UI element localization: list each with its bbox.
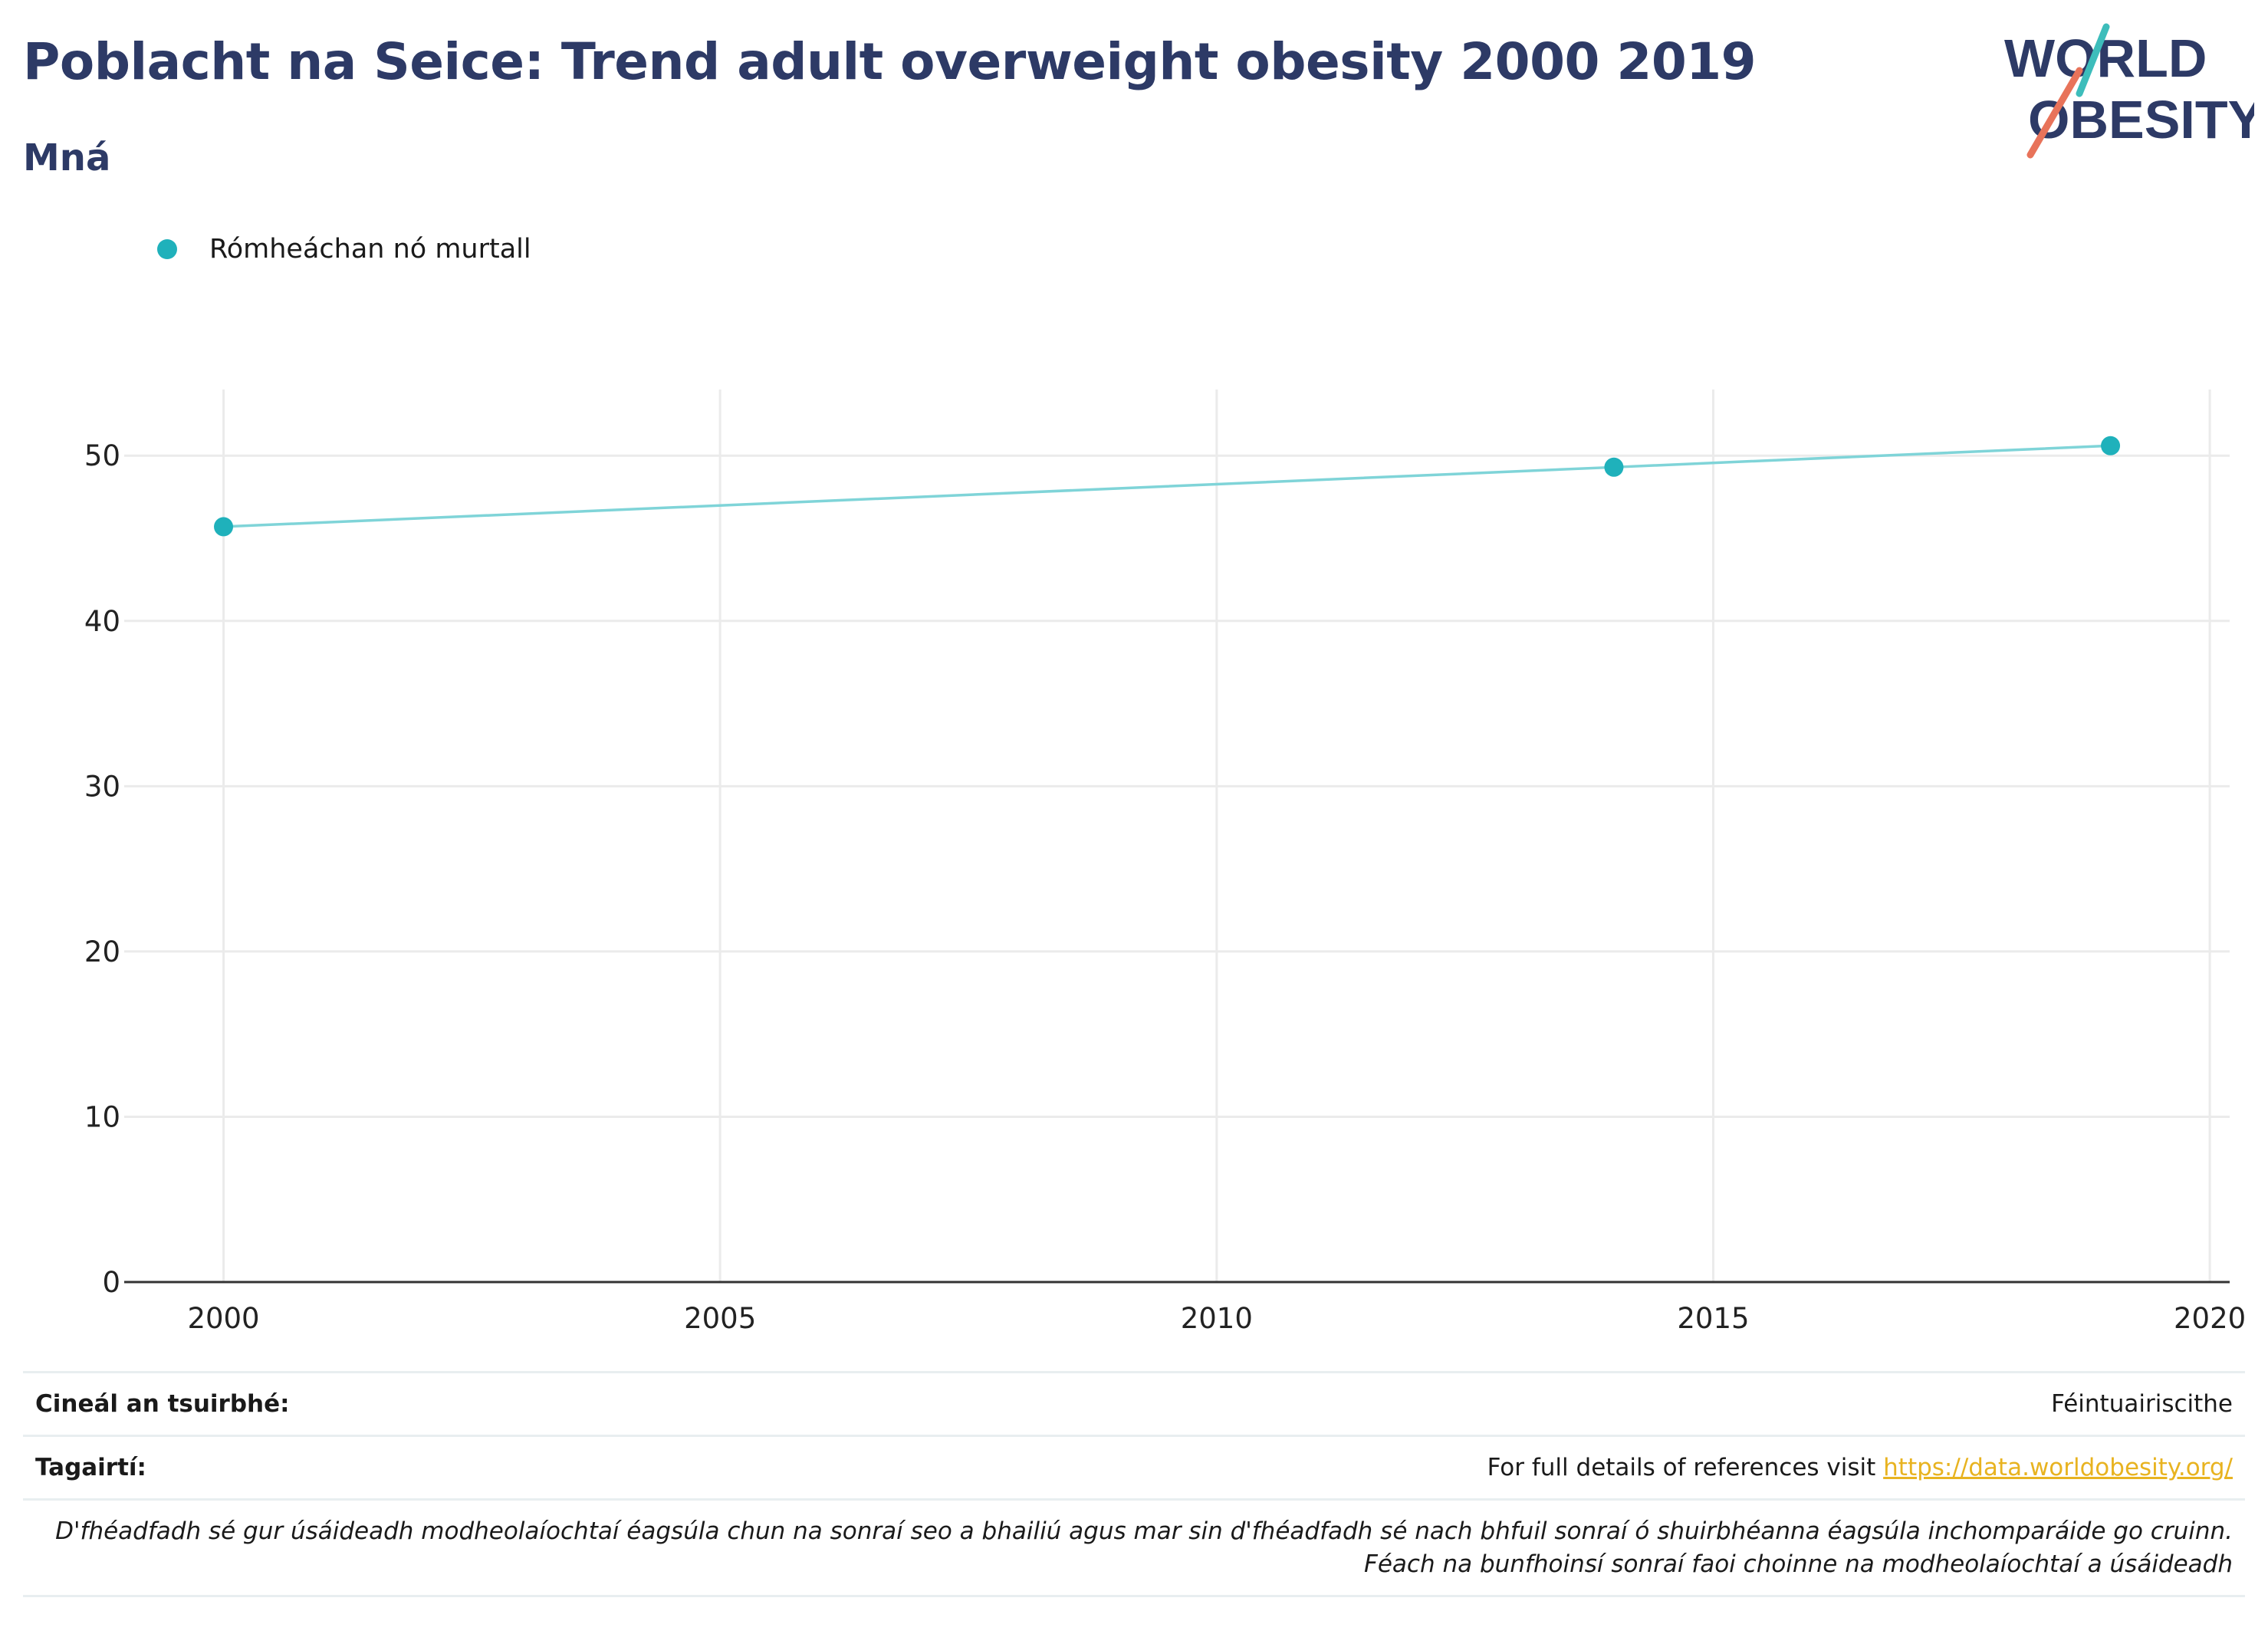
y-tick-label: 50 — [84, 439, 120, 472]
methodology-note-line2: Féach na bunfhoinsí sonraí faoi choinne … — [1364, 1550, 2233, 1578]
legend-marker — [157, 239, 177, 259]
chart-subtitle: Mná — [23, 136, 111, 179]
x-tick-label: 2020 — [2174, 1302, 2246, 1335]
references-link[interactable]: https://data.worldobesity.org/ — [1883, 1454, 2233, 1481]
x-tick-label: 2010 — [1181, 1302, 1253, 1335]
references-row: Tagairtí: For full details of references… — [23, 1435, 2245, 1498]
legend-label: Rómheáchan nó murtall — [209, 234, 531, 265]
logo-line1: WORLD — [2004, 28, 2207, 88]
survey-type-label: Cineál an tsuirbhé: — [35, 1390, 290, 1418]
world-obesity-logo: WORLD OBESITY — [2004, 23, 2254, 159]
y-tick-label: 40 — [84, 605, 120, 638]
footer-table: Cineál an tsuirbhé: Féintuairiscithe Tag… — [23, 1371, 2245, 1597]
chart-title: Poblacht na Seice: Trend adult overweigh… — [23, 32, 1757, 91]
legend: Rómheáchan nó murtall — [157, 230, 531, 268]
y-tick-label: 30 — [84, 770, 120, 803]
series-line — [223, 444, 2111, 528]
references-text: For full details of references visit — [1487, 1454, 1884, 1481]
y-tick-label: 20 — [84, 935, 120, 968]
logo-accent-coral — [2026, 67, 2083, 159]
y-tick-label: 10 — [84, 1100, 120, 1133]
line-chart: 0 10 20 30 40 50 2000 2005 2010 2015 2020 — [84, 390, 2246, 1335]
data-point — [2101, 436, 2121, 455]
references-label: Tagairtí: — [35, 1454, 146, 1481]
survey-type-value: Féintuairiscithe — [2051, 1390, 2233, 1418]
data-point — [1604, 457, 1624, 477]
x-tick-label: 2015 — [1677, 1302, 1749, 1335]
logo-accent-teal — [2076, 23, 2110, 97]
references-value: For full details of references visit htt… — [1487, 1454, 2233, 1481]
x-tick-label: 2000 — [187, 1302, 259, 1335]
y-tick-label: 0 — [102, 1266, 120, 1299]
methodology-note-line1: D'fhéadfadh sé gur úsáideadh modheolaíoc… — [55, 1517, 2233, 1545]
x-tick-label: 2005 — [684, 1302, 756, 1335]
survey-type-row: Cineál an tsuirbhé: Féintuairiscithe — [23, 1371, 2245, 1435]
data-point — [214, 517, 234, 537]
methodology-note: D'fhéadfadh sé gur úsáideadh modheolaíoc… — [23, 1498, 2245, 1597]
